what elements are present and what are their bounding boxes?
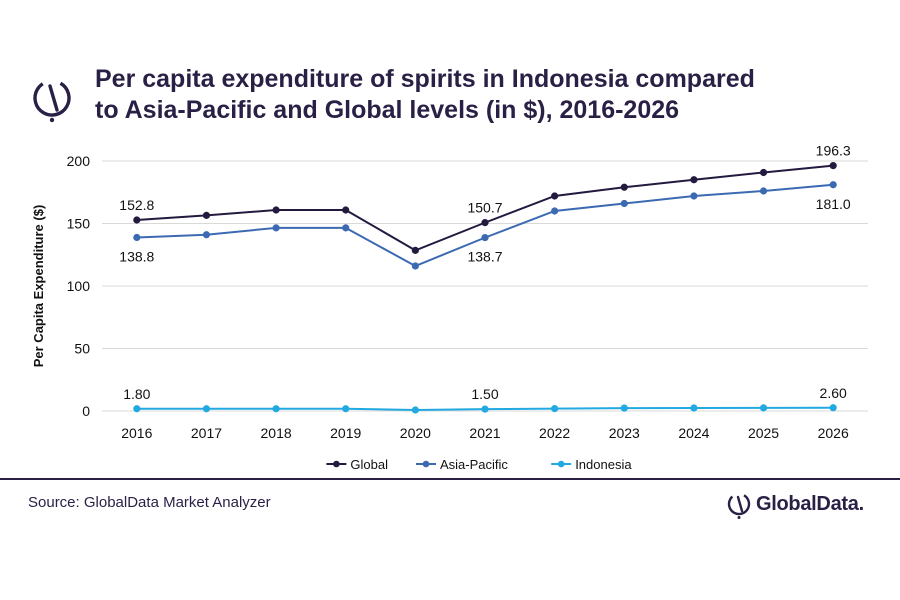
data-point-global <box>202 211 211 219</box>
data-label-global: 150.7 <box>467 200 502 216</box>
data-label-indonesia: 1.50 <box>471 386 498 402</box>
legend-label-global: Global <box>350 457 388 472</box>
globaldata-brand-icon <box>727 492 751 519</box>
data-label-global: 152.8 <box>119 197 154 213</box>
x-tick-label: 2017 <box>191 425 222 441</box>
data-point-asia-pacific <box>759 187 768 195</box>
data-point-indonesia <box>759 404 768 412</box>
data-point-indonesia <box>829 404 837 412</box>
y-tick-label: 100 <box>67 278 91 294</box>
legend-marker-global <box>333 460 340 468</box>
y-axis-title: Per Capita Expenditure ($) <box>31 205 46 368</box>
data-point-global <box>620 183 628 191</box>
data-label-indonesia: 2.60 <box>820 385 847 401</box>
data-point-indonesia <box>133 405 141 413</box>
legend-label-indonesia: Indonesia <box>575 457 632 472</box>
data-point-asia-pacific <box>481 234 489 242</box>
data-point-asia-pacific <box>202 231 211 239</box>
data-point-indonesia <box>272 405 280 413</box>
x-tick-label: 2021 <box>469 425 500 441</box>
data-label-asia-pacific: 138.7 <box>467 249 502 265</box>
x-tick-label: 2019 <box>330 425 361 441</box>
data-point-global <box>411 246 419 254</box>
data-point-indonesia <box>481 405 489 413</box>
legend-marker-asia-pacific <box>422 460 430 468</box>
y-tick-label: 200 <box>67 153 91 169</box>
legend-label-asia-pacific: Asia-Pacific <box>440 457 508 472</box>
brand-logo: GlobalData. <box>726 488 876 522</box>
brand-name: GlobalData. <box>756 493 864 515</box>
line-chart: 0 50 100 150 200 2016 2017 2018 2019 2020 2021 2022… <box>31 143 868 472</box>
data-label-indonesia: 1.80 <box>123 386 150 402</box>
data-point-indonesia <box>202 405 211 413</box>
y-tick-label: 150 <box>67 216 91 232</box>
x-tick-label: 2023 <box>609 425 640 441</box>
footer-divider <box>0 478 900 480</box>
globaldata-logo-icon <box>33 79 71 123</box>
data-point-global <box>551 192 559 200</box>
x-tick-label: 2025 <box>748 425 779 441</box>
source-note: Source: GlobalData Market Analyzer <box>28 494 271 511</box>
chart-title-line-1: Per capita expenditure of spirits in Ind… <box>95 65 755 93</box>
x-tick-label: 2020 <box>400 425 431 441</box>
data-point-asia-pacific <box>133 233 141 242</box>
data-point-indonesia <box>342 405 350 413</box>
data-point-global <box>342 206 350 214</box>
data-point-asia-pacific <box>411 262 419 270</box>
data-point-global <box>133 216 141 224</box>
data-point-asia-pacific <box>342 224 350 232</box>
data-point-indonesia <box>690 404 698 412</box>
chart-title-line-2: to Asia-Pacific and Global levels (in $)… <box>95 96 680 124</box>
x-tick-label: 2016 <box>121 425 152 441</box>
legend-marker-indonesia <box>557 460 565 468</box>
data-point-asia-pacific <box>690 192 698 200</box>
y-tick-label: 0 <box>82 403 90 419</box>
chart-title: Per capita expenditure of spirits in Ind… <box>95 64 855 126</box>
data-point-global <box>481 219 489 227</box>
data-point-asia-pacific <box>829 181 837 189</box>
data-label-asia-pacific: 138.8 <box>119 249 154 265</box>
data-point-global <box>829 162 837 170</box>
data-point-global <box>690 176 698 184</box>
data-point-indonesia <box>411 406 419 414</box>
data-point-indonesia <box>551 405 559 413</box>
data-point-asia-pacific <box>551 207 559 215</box>
x-tick-label: 2022 <box>539 425 570 441</box>
data-point-global <box>759 168 768 177</box>
y-tick-label: 50 <box>74 341 90 357</box>
x-tick-label: 2024 <box>678 425 709 441</box>
data-point-asia-pacific <box>620 199 628 208</box>
data-label-asia-pacific: 181.0 <box>816 196 851 212</box>
x-tick-label: 2018 <box>261 425 292 441</box>
x-tick-label: 2026 <box>818 425 849 441</box>
data-point-asia-pacific <box>272 224 280 232</box>
data-label-global: 196.3 <box>816 143 851 159</box>
data-point-global <box>272 206 280 214</box>
data-point-indonesia <box>620 404 628 412</box>
